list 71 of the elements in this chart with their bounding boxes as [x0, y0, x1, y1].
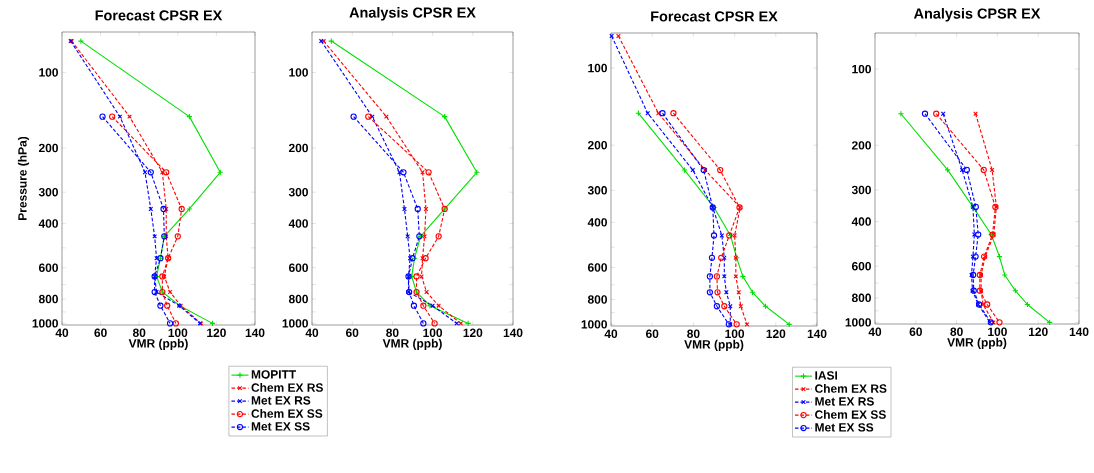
y-tick-label: 200	[587, 140, 607, 150]
legend-label: Chem EX SS	[815, 410, 886, 419]
legend-label: Met EX SS	[251, 422, 310, 431]
y-tick-label: 300	[587, 186, 607, 195]
legend-label: Chem EX RS	[815, 384, 887, 393]
x-tick-label: 100	[988, 327, 1007, 336]
x-tick-label: 100	[423, 328, 443, 337]
x-tick-label: 80	[132, 328, 146, 337]
y-tick-label: 400	[587, 218, 607, 227]
y-tick-label: 100	[289, 68, 308, 77]
x-tick-label: 120	[766, 329, 786, 338]
y-tick-label: 800	[587, 295, 607, 304]
x-tick-label: 60	[909, 327, 922, 336]
x-tick-label: 100	[725, 329, 745, 338]
x-axis-title: VMR (ppb)	[382, 338, 442, 350]
y-tick-label: 200	[851, 141, 871, 150]
legend-label: Met EX SS	[815, 423, 874, 432]
y-tick-label: 600	[38, 263, 58, 272]
legend-label: Met EX RS	[251, 396, 311, 405]
y-tick-label: 600	[851, 261, 871, 271]
y-axis-title: Pressure (hPa)	[17, 136, 30, 220]
legend-label: Met EX RS	[815, 397, 874, 406]
x-tick-label: 80	[687, 329, 700, 338]
y-tick-label: 400	[288, 219, 308, 228]
y-tick-label: 400	[851, 217, 871, 226]
x-tick-label: 140	[245, 328, 265, 337]
legend-label: MOPITT	[251, 370, 297, 379]
y-tick-label: 800	[288, 294, 308, 304]
x-tick-label: 140	[503, 328, 523, 337]
x-axis-title: VMR (ppb)	[684, 339, 744, 351]
x-tick-label: 40	[604, 329, 618, 338]
x-tick-label: 60	[94, 328, 107, 337]
y-tick-label: 600	[288, 263, 308, 272]
x-tick-label: 60	[345, 328, 359, 337]
chart-title: Forecast CPSR EX	[95, 10, 223, 21]
x-tick-label: 100	[168, 328, 188, 337]
y-tick-label: 800	[851, 293, 871, 303]
x-axis-title: VMR (ppb)	[128, 338, 188, 350]
y-tick-label: 300	[38, 187, 58, 197]
y-tick-label: 1000	[845, 318, 871, 327]
y-tick-label: 100	[39, 68, 58, 77]
x-tick-label: 60	[646, 329, 659, 338]
y-tick-label: 100	[852, 64, 871, 74]
x-tick-label: 120	[463, 328, 483, 337]
legend-label: Chem EX SS	[251, 409, 323, 418]
y-tick-label: 300	[851, 185, 871, 195]
chart-title: Analysis CPSR EX	[913, 8, 1041, 22]
y-tick-label: 800	[38, 294, 58, 304]
y-tick-label: 200	[288, 143, 308, 153]
y-tick-label: 300	[288, 187, 308, 197]
legend-label: IASI	[815, 371, 838, 380]
x-tick-label: 80	[386, 328, 399, 337]
legend-label: Chem EX RS	[251, 383, 323, 392]
chart-title: Forecast CPSR EX	[651, 11, 778, 22]
x-tick-label: 80	[950, 327, 963, 336]
x-tick-label: 120	[1028, 327, 1048, 336]
x-tick-label: 40	[868, 327, 882, 336]
y-tick-label: 1000	[282, 319, 308, 328]
y-tick-label: 1000	[581, 320, 607, 329]
x-tick-label: 120	[207, 328, 226, 337]
x-tick-label: 40	[55, 328, 69, 337]
x-axis-title: VMR (ppb)	[947, 337, 1007, 349]
chart-title: Analysis CPSR EX	[349, 7, 476, 21]
y-tick-label: 100	[588, 63, 607, 73]
y-tick-label: 1000	[32, 319, 58, 328]
y-tick-label: 200	[38, 143, 58, 153]
y-tick-label: 400	[38, 219, 58, 228]
y-tick-label: 600	[587, 263, 607, 272]
x-tick-label: 140	[1069, 327, 1089, 336]
x-tick-label: 40	[305, 328, 319, 337]
x-tick-label: 140	[807, 329, 827, 338]
